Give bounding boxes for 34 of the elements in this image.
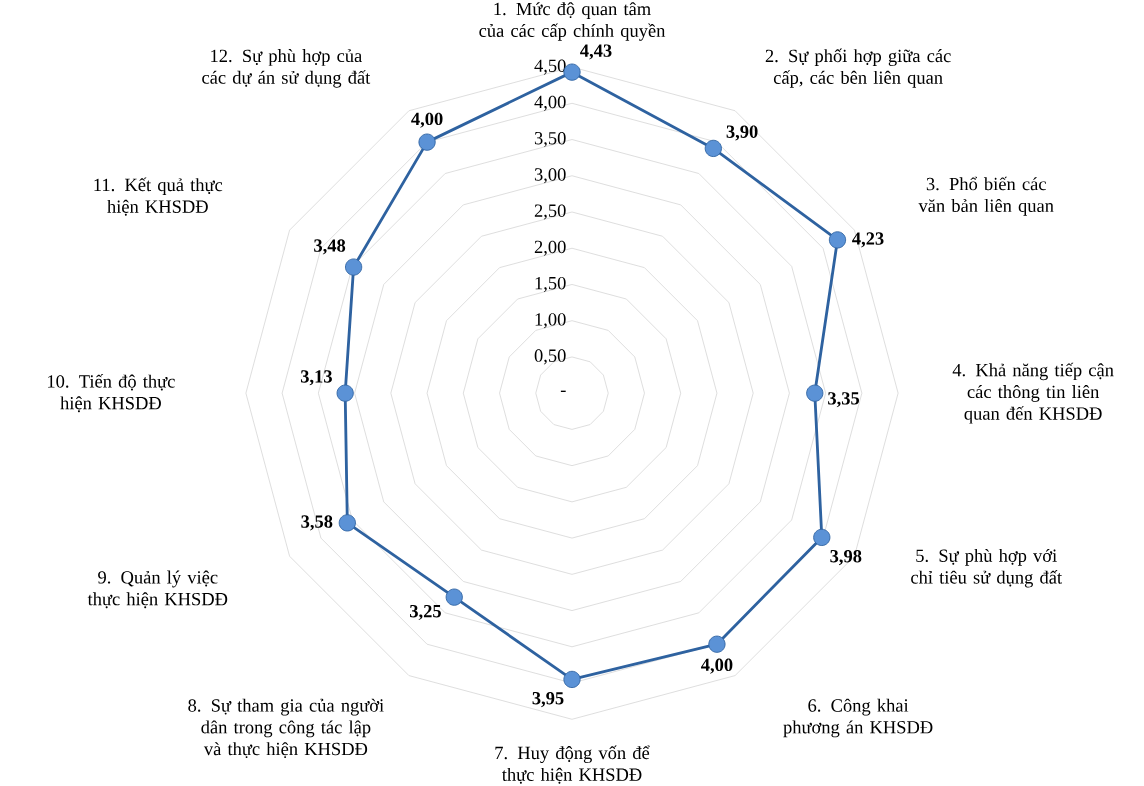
y-tick-label: 1,50 xyxy=(535,276,566,293)
y-tick-label: 2,50 xyxy=(534,204,566,220)
spoke-label: 6. Công khai phương án KHSDĐ xyxy=(783,698,933,738)
y-tick-label: - xyxy=(560,390,566,393)
data-label: 3,98 xyxy=(830,550,862,566)
spoke-label: 12. Sự phù hợp của các dự án sử dụng đất xyxy=(202,49,371,88)
spoke-label: 9. Quản lý việc thực hiện KHSDĐ xyxy=(87,570,228,609)
data-label: 3,35 xyxy=(828,392,860,408)
y-tick-label: 1,00 xyxy=(535,313,566,329)
y-tick-label: 4,50 xyxy=(534,59,566,75)
data-label: 3,48 xyxy=(314,239,346,255)
spoke-label: 2. Sự phối hợp giữa các cấp, các bên liên quan xyxy=(765,48,951,88)
y-tick-label: 3,00 xyxy=(534,168,566,184)
data-label: 4,00 xyxy=(701,658,733,674)
y-tick-label: 4,00 xyxy=(534,95,566,111)
spoke-label: 1. Mức độ quan tâm của các cấp chính quyền xyxy=(479,2,666,41)
spoke-label: 7. Huy động vốn để thực hiện KHSDĐ xyxy=(495,745,650,784)
data-label: 3,58 xyxy=(301,515,333,531)
data-label: 4,00 xyxy=(411,112,443,128)
y-tick-label: 0,50 xyxy=(534,349,566,365)
y-tick-label: 2,00 xyxy=(534,240,566,256)
data-label: 3,90 xyxy=(726,125,758,141)
y-tick-label: 3,50 xyxy=(534,131,566,148)
data-label: 3,95 xyxy=(532,692,564,708)
spoke-label: 5. Sự phù hợp với chỉ tiêu sử dụng đất xyxy=(911,548,1062,588)
data-label: 3,13 xyxy=(300,370,332,386)
spoke-label: 11. Kết quả thực hiện KHSDĐ xyxy=(94,177,223,216)
spoke-label: 10. Tiến độ thực hiện KHSDĐ xyxy=(48,374,175,413)
spoke-label: 3. Phổ biến các văn bản liên quan xyxy=(918,176,1054,216)
data-label: 4,43 xyxy=(580,44,612,60)
spoke-label: 4. Khả năng tiếp cận các thông tin liên quan đến KHSDĐ xyxy=(952,362,1114,424)
data-label: 3,25 xyxy=(410,604,441,621)
spoke-label: 8. Sự tham gia của người dân trong công tác lập và thực hiện KHSDĐ xyxy=(188,698,384,759)
data-label: 4,23 xyxy=(852,232,884,248)
